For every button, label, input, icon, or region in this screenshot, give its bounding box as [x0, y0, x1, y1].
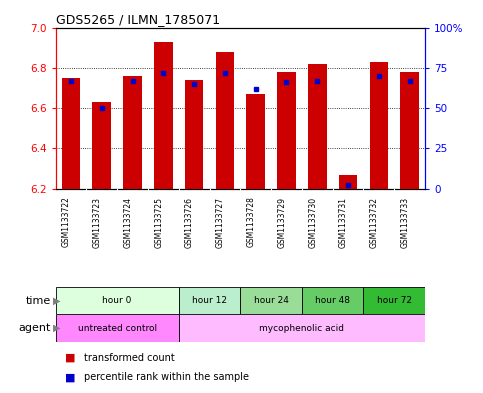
- Bar: [179, 287, 240, 314]
- Bar: [308, 64, 327, 189]
- Text: GSM1133727: GSM1133727: [216, 196, 225, 248]
- Bar: [364, 287, 425, 314]
- Bar: [215, 51, 234, 189]
- Text: ■: ■: [65, 353, 76, 363]
- Bar: [339, 174, 357, 189]
- Text: GSM1133724: GSM1133724: [124, 196, 132, 248]
- Text: transformed count: transformed count: [84, 353, 174, 363]
- Text: GDS5265 / ILMN_1785071: GDS5265 / ILMN_1785071: [56, 13, 220, 26]
- Bar: [246, 94, 265, 189]
- Text: hour 0: hour 0: [102, 296, 132, 305]
- Text: hour 24: hour 24: [254, 296, 288, 305]
- Bar: [369, 62, 388, 189]
- Text: ▶: ▶: [53, 323, 61, 333]
- Text: ■: ■: [65, 372, 76, 382]
- Text: GSM1133722: GSM1133722: [62, 196, 71, 247]
- Text: GSM1133729: GSM1133729: [277, 196, 286, 248]
- Text: hour 12: hour 12: [192, 296, 227, 305]
- Text: time: time: [26, 296, 51, 306]
- Bar: [179, 314, 425, 342]
- Text: untreated control: untreated control: [78, 324, 156, 332]
- Bar: [123, 76, 142, 189]
- Bar: [56, 287, 179, 314]
- Bar: [277, 72, 296, 189]
- Bar: [92, 102, 111, 189]
- Text: GSM1133733: GSM1133733: [400, 196, 410, 248]
- Text: GSM1133723: GSM1133723: [93, 196, 102, 248]
- Text: hour 72: hour 72: [377, 296, 412, 305]
- Bar: [400, 72, 419, 189]
- Text: hour 48: hour 48: [315, 296, 350, 305]
- Bar: [241, 287, 302, 314]
- Bar: [185, 80, 203, 189]
- Text: percentile rank within the sample: percentile rank within the sample: [84, 372, 249, 382]
- Text: GSM1133732: GSM1133732: [370, 196, 379, 248]
- Text: agent: agent: [18, 323, 51, 333]
- Bar: [154, 42, 172, 189]
- Bar: [62, 78, 80, 189]
- Text: GSM1133731: GSM1133731: [339, 196, 348, 248]
- Text: GSM1133728: GSM1133728: [247, 196, 256, 247]
- Text: GSM1133730: GSM1133730: [308, 196, 317, 248]
- Text: ▶: ▶: [53, 296, 61, 306]
- Bar: [302, 287, 364, 314]
- Text: GSM1133725: GSM1133725: [154, 196, 163, 248]
- Text: mycophenolic acid: mycophenolic acid: [259, 324, 344, 332]
- Text: GSM1133726: GSM1133726: [185, 196, 194, 248]
- Bar: [56, 314, 179, 342]
